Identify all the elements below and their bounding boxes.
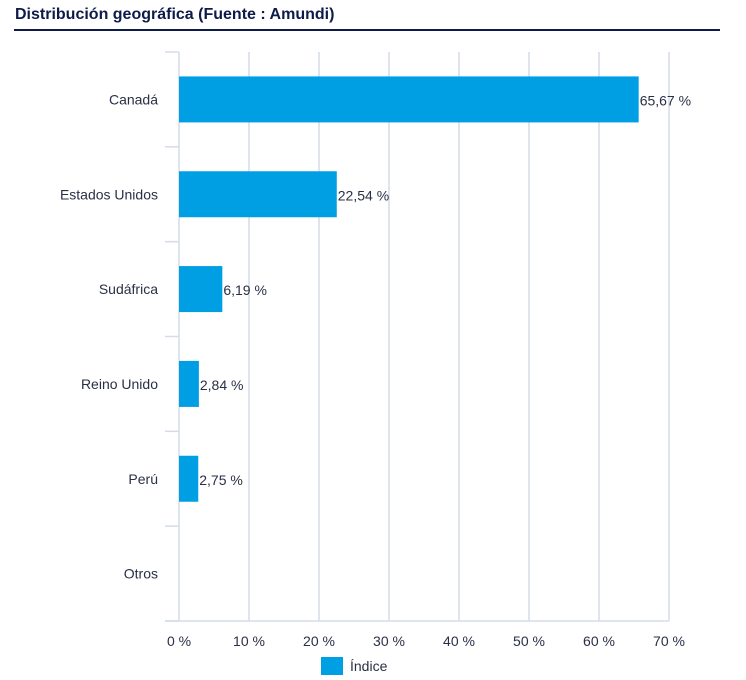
y-category-label: Reino Unido bbox=[81, 376, 158, 392]
data-label: 6,19 % bbox=[223, 282, 267, 298]
title-underline bbox=[14, 29, 720, 31]
x-tick-label: 30 % bbox=[373, 633, 405, 649]
chart-title: Distribución geográfica (Fuente : Amundi… bbox=[15, 6, 335, 23]
bar bbox=[179, 171, 337, 218]
x-tick-label: 70 % bbox=[653, 633, 685, 649]
y-category-label: Estados Unidos bbox=[60, 186, 158, 202]
x-tick-label: 50 % bbox=[513, 633, 545, 649]
data-label: 22,54 % bbox=[338, 187, 389, 203]
x-tick-label: 60 % bbox=[583, 633, 615, 649]
legend-swatch bbox=[321, 657, 343, 675]
bar bbox=[179, 360, 199, 407]
legend-label: Índice bbox=[350, 658, 388, 674]
data-label: 2,75 % bbox=[199, 472, 243, 488]
y-category-label: Otros bbox=[124, 566, 158, 582]
bar bbox=[179, 76, 639, 123]
bar bbox=[179, 455, 199, 502]
y-category-label: Perú bbox=[128, 471, 158, 487]
data-label: 2,84 % bbox=[200, 377, 244, 393]
x-tick-label: 20 % bbox=[303, 633, 335, 649]
x-tick-label: 0 % bbox=[167, 633, 191, 649]
y-category-label: Canadá bbox=[109, 91, 158, 107]
x-tick-label: 40 % bbox=[443, 633, 475, 649]
x-tick-label: 10 % bbox=[233, 633, 265, 649]
y-category-label: Sudáfrica bbox=[99, 281, 158, 297]
data-label: 65,67 % bbox=[640, 92, 691, 108]
bar bbox=[179, 266, 223, 313]
